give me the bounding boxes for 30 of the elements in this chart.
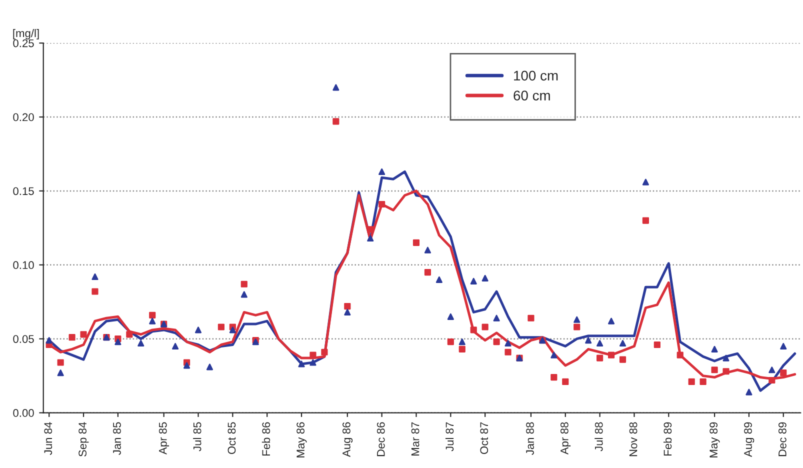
x-tick-label: Jul 87	[445, 422, 454, 452]
x-tick-label: Dec 89	[778, 422, 786, 456]
x-tick-label: Dec 86	[376, 422, 385, 456]
x-tick-label: Apr 85	[158, 422, 170, 455]
x-tick-label: Jan 85	[113, 422, 121, 455]
x-tick-label: Jun 84	[44, 422, 52, 455]
legend-label: 100 cm	[514, 70, 558, 81]
x-tick-label: Apr 88	[560, 422, 571, 455]
x-tick-label: Oct 85	[228, 422, 236, 454]
x-tick-label: Nov 88	[629, 422, 638, 456]
y-tick-label: 0.15	[13, 187, 34, 196]
y-tick-label: 0.20	[13, 113, 34, 122]
x-tick-label: Sep 84	[78, 422, 89, 457]
y-tick-label: 0.00	[13, 409, 34, 417]
x-tick-label: May 86	[296, 422, 307, 458]
y-axis-title: [mg/l]	[13, 29, 39, 40]
x-tick-label: Mar 87	[411, 422, 420, 456]
x-tick-label: Feb 89	[663, 422, 672, 456]
x-tick-label: Aug 89	[744, 422, 754, 457]
x-tick-label: Jan 88	[526, 422, 534, 455]
y-tick-label: 0.25	[13, 39, 34, 48]
y-tick-label: 0.10	[13, 261, 34, 270]
y-tick-label: 0.05	[13, 335, 34, 343]
x-tick-label: Jul 85	[193, 422, 202, 452]
x-tick-label: Oct 87	[480, 422, 488, 454]
x-tick-label: May 89	[710, 422, 720, 458]
legend-label: 60 cm	[514, 90, 550, 100]
x-tick-label: Jul 88	[594, 422, 603, 452]
x-tick-label: Aug 86	[342, 422, 353, 457]
x-tick-label: Feb 86	[262, 422, 270, 456]
